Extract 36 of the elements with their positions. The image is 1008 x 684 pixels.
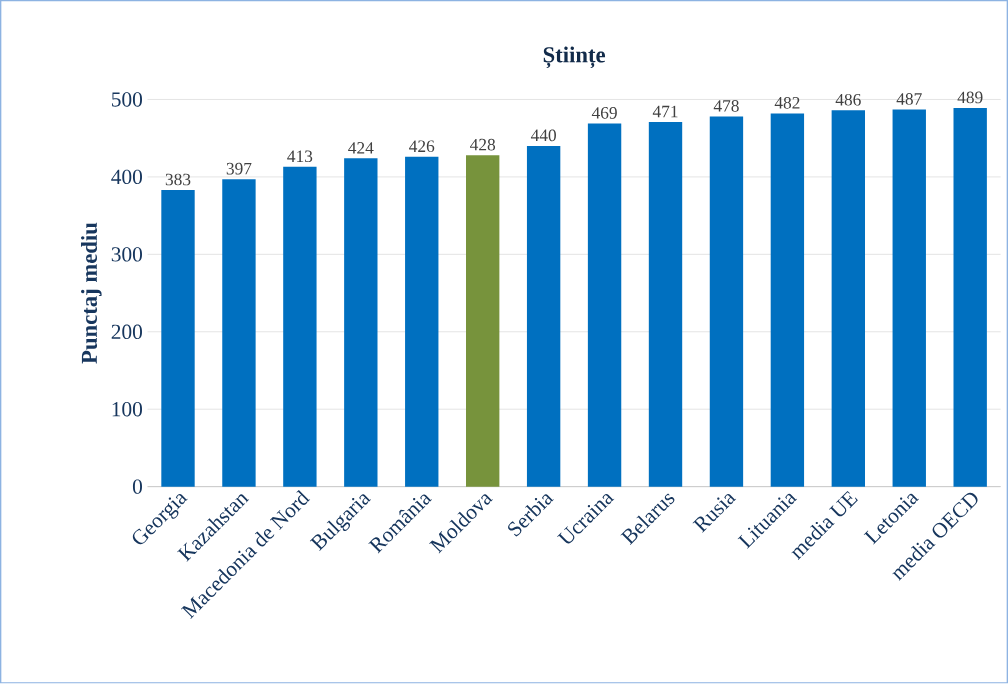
- data-label: 478: [713, 100, 739, 113]
- data-label: 489: [957, 91, 983, 104]
- bar: [953, 108, 987, 487]
- bar: [648, 122, 683, 487]
- bar: [161, 190, 195, 487]
- data-label: 486: [835, 94, 861, 106]
- data-label: 469: [591, 107, 617, 119]
- bar: [344, 158, 378, 487]
- y-tick-label: 0: [132, 479, 142, 495]
- data-label: 397: [226, 163, 252, 175]
- y-tick-label: 500: [112, 92, 142, 107]
- data-label: 428: [470, 139, 496, 151]
- bar: [892, 109, 926, 487]
- data-label: 482: [774, 97, 800, 109]
- bar: [587, 123, 622, 487]
- data-label: 413: [287, 150, 313, 163]
- chart-title: Științe: [543, 46, 606, 69]
- data-label: 440: [530, 129, 556, 142]
- bar: [526, 146, 561, 487]
- data-label: 487: [896, 93, 922, 106]
- bar: [405, 156, 439, 487]
- y-tick-label: 300: [111, 247, 142, 262]
- bar: [466, 155, 500, 487]
- data-label: 424: [348, 142, 374, 154]
- data-label: 471: [652, 105, 678, 118]
- data-label: 426: [409, 140, 435, 153]
- y-axis-title: Punctaj mediu: [81, 222, 102, 364]
- bar: [709, 116, 744, 487]
- bar: [283, 167, 317, 487]
- y-tick-label: 400: [111, 169, 142, 185]
- bar: [831, 110, 866, 487]
- y-tick-label: 200: [111, 324, 142, 340]
- data-label: 383: [165, 173, 191, 186]
- y-tick-label: 100: [112, 402, 142, 417]
- bar: [222, 179, 256, 487]
- bar: [770, 113, 805, 487]
